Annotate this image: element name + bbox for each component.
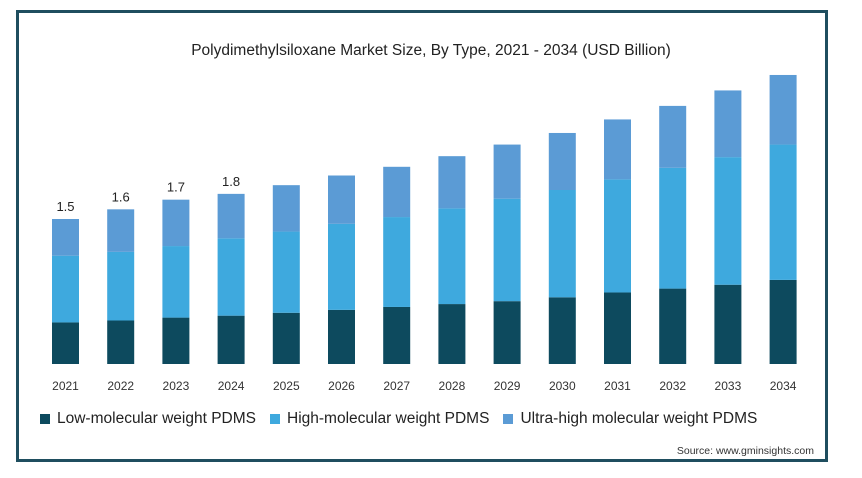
bar-2033-series-0: [714, 284, 742, 364]
bar-2021-series-0: [52, 322, 79, 364]
x-tick-2026: 2026: [328, 379, 355, 393]
legend-swatch-high: [270, 414, 280, 424]
legend-swatch-low: [40, 414, 50, 424]
bar-2030-series-0: [548, 297, 576, 364]
x-axis-ticks: 2021 2022 2023 2024 2025 2026 2027 2028 2029 2030…: [52, 379, 797, 393]
legend-label-ultra: Ultra-high molecular weight PDMS: [520, 410, 758, 427]
bar-2022-series-1: [107, 251, 135, 321]
legend: Low-molecular weight PDMS High-molecular…: [40, 410, 820, 428]
bar-2028-series-0: [438, 304, 466, 364]
bar-2032-series-2: [659, 105, 687, 168]
data-label-2022: 1.6: [112, 189, 130, 204]
x-tick-2028: 2028: [439, 379, 466, 393]
bar-2032-series-1: [659, 167, 687, 289]
x-tick-2031: 2031: [604, 379, 631, 393]
bar-2025-series-0: [272, 312, 300, 364]
bar-2024-series-1: [217, 238, 245, 316]
bar-2030-series-1: [548, 190, 576, 298]
bar-2023-series-1: [162, 246, 190, 318]
x-tick-2023: 2023: [163, 379, 190, 393]
bar-2029-series-1: [493, 198, 521, 302]
x-tick-2029: 2029: [494, 379, 521, 393]
source-note: Source: www.gminsights.com: [676, 445, 814, 457]
x-tick-2034: 2034: [770, 379, 797, 393]
bar-2026-series-2: [328, 175, 355, 224]
x-tick-2027: 2027: [383, 379, 410, 393]
bar-2027-series-2: [383, 166, 411, 218]
bar-2031-series-1: [604, 179, 631, 293]
bar-2034-series-0: [769, 279, 797, 364]
bar-2032-series-0: [659, 288, 687, 364]
bar-2026-series-1: [328, 223, 355, 310]
bar-2025-series-2: [272, 185, 300, 232]
bar-2028-series-1: [438, 208, 466, 305]
chart-title: Polydimethylsiloxane Market Size, By Typ…: [191, 42, 671, 59]
legend-item-high: High-molecular weight PDMS: [270, 410, 489, 428]
bar-2029-series-2: [493, 144, 521, 199]
bar-2031-series-2: [604, 119, 631, 180]
legend-item-ultra: Ultra-high molecular weight PDMS: [503, 410, 757, 428]
legend-label-high: High-molecular weight PDMS: [287, 410, 490, 427]
bar-2022-series-2: [107, 209, 135, 252]
legend-label-low: Low-molecular weight PDMS: [57, 410, 256, 427]
bar-2026-series-0: [328, 309, 355, 364]
x-tick-2024: 2024: [218, 379, 245, 393]
bar-2030-series-2: [548, 132, 576, 190]
bar-2028-series-2: [438, 156, 466, 209]
bar-2025-series-1: [272, 231, 300, 313]
bar-2033-series-1: [714, 157, 742, 285]
x-tick-2030: 2030: [549, 379, 576, 393]
bar-2023-series-0: [162, 317, 190, 364]
bars-group: [52, 74, 797, 364]
x-tick-2033: 2033: [715, 379, 742, 393]
bar-2033-series-2: [714, 90, 742, 158]
data-labels-group: 1.5 1.6 1.7 1.8: [56, 174, 240, 214]
legend-swatch-ultra: [503, 414, 514, 424]
bar-2021-series-1: [52, 255, 79, 323]
data-label-2021: 1.5: [56, 199, 74, 214]
x-tick-2022: 2022: [107, 379, 134, 393]
x-tick-2021: 2021: [52, 379, 79, 393]
bar-2029-series-0: [493, 301, 521, 364]
chart-frame: [16, 10, 828, 462]
bar-2027-series-1: [383, 217, 411, 307]
x-tick-2025: 2025: [273, 379, 300, 393]
legend-item-low: Low-molecular weight PDMS: [40, 410, 256, 428]
bar-2027-series-0: [383, 306, 411, 364]
x-tick-2032: 2032: [659, 379, 686, 393]
bar-2034-series-1: [769, 144, 797, 280]
bar-2034-series-2: [769, 74, 797, 145]
bar-2024-series-2: [217, 193, 245, 239]
bar-2022-series-0: [107, 320, 135, 364]
bar-2021-series-2: [52, 219, 79, 256]
bar-2023-series-2: [162, 199, 190, 247]
data-label-2024: 1.8: [222, 174, 240, 189]
bar-2031-series-0: [604, 292, 631, 364]
bar-2024-series-0: [217, 315, 245, 364]
data-label-2023: 1.7: [167, 180, 185, 195]
